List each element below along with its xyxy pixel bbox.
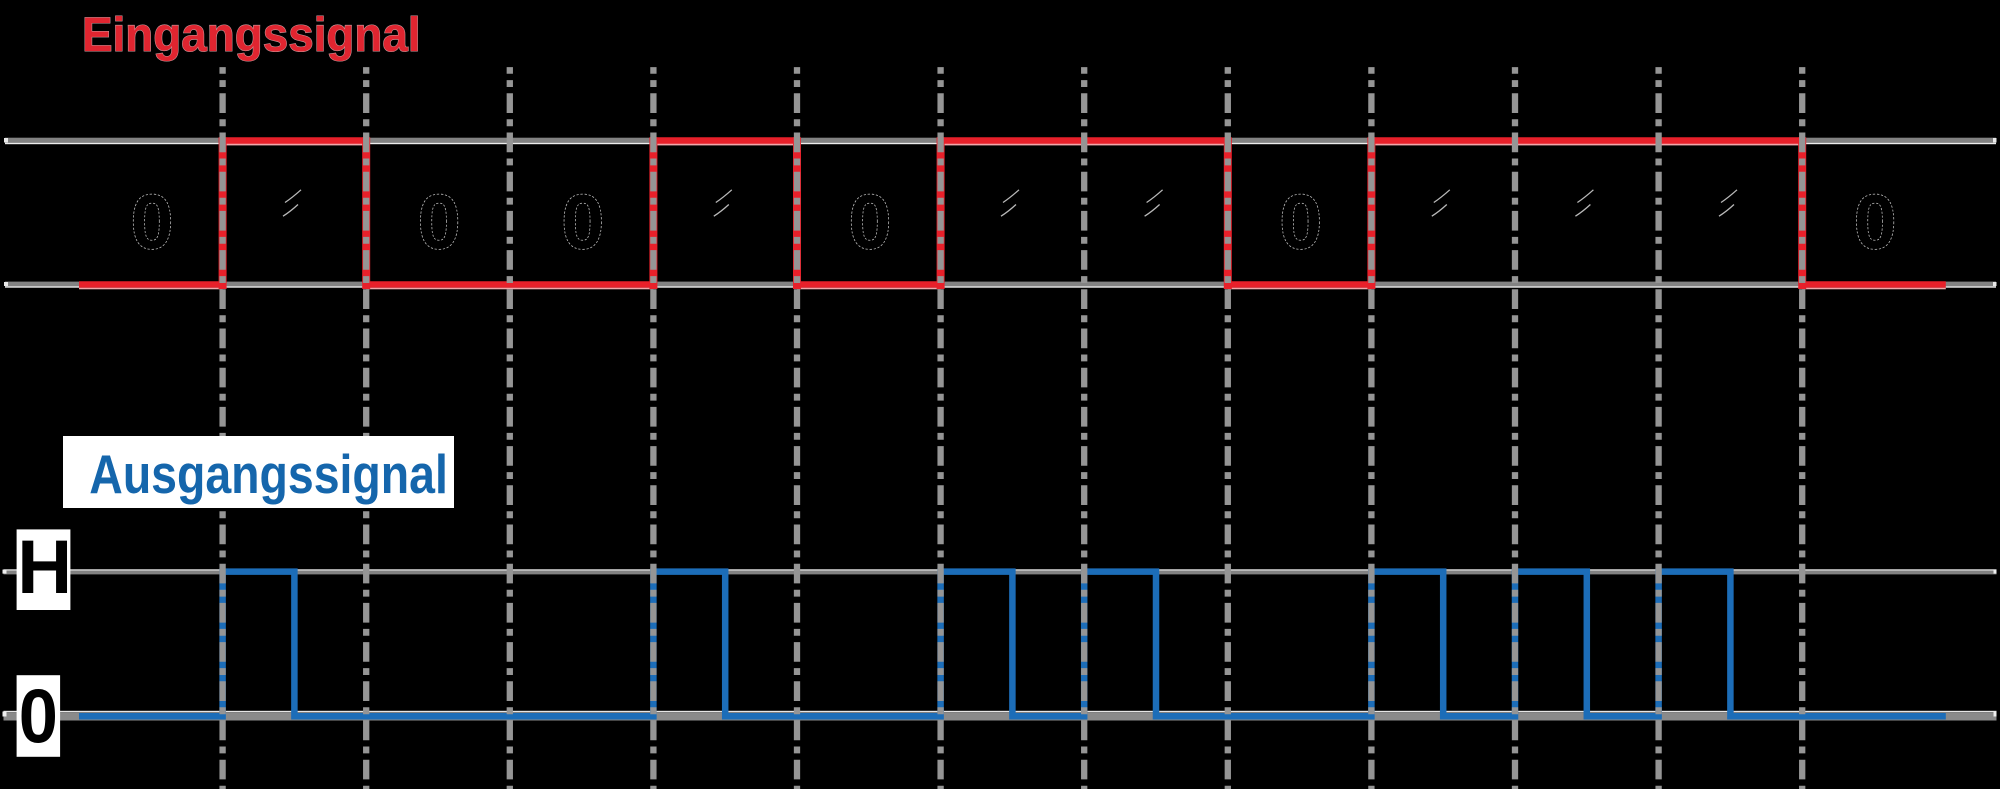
svg-text:H: H: [17, 525, 72, 610]
svg-text:0: 0: [418, 179, 461, 265]
svg-text:Eingangssignal: Eingangssignal: [82, 7, 421, 61]
svg-text:0: 0: [131, 179, 174, 265]
svg-text:Ausgangssignal: Ausgangssignal: [89, 443, 448, 504]
svg-text:0: 0: [1279, 179, 1322, 265]
svg-text:0: 0: [1854, 179, 1897, 265]
svg-text:0: 0: [849, 179, 892, 265]
svg-text:0: 0: [19, 673, 58, 759]
svg-text:0: 0: [561, 179, 604, 265]
